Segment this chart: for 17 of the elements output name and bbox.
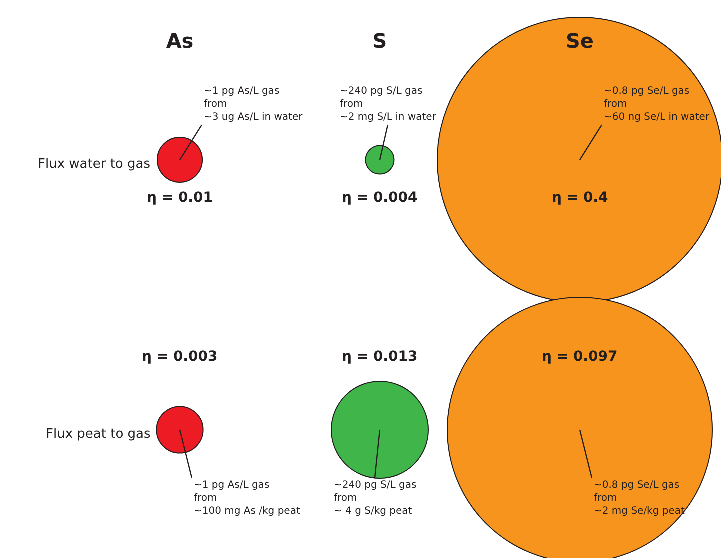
data-label: η = 0.01 xyxy=(147,190,213,206)
text: ~1 pg As/L gas from ~3 ug As/L in water xyxy=(204,86,304,123)
category-label: Se xyxy=(566,29,594,54)
text: ~0.8 pg Se/L gas from ~2 mg Se/kg peat xyxy=(594,480,685,517)
category-label: S xyxy=(372,29,388,54)
text: ~240 pg S/L gas from ~2 mg S/L in water xyxy=(340,86,438,123)
data-label: η = 0.003 xyxy=(142,349,218,365)
text: Flux water to gas xyxy=(38,157,151,172)
data-label: η = 0.013 xyxy=(342,349,418,365)
text: Flux peat to gas xyxy=(46,427,151,442)
data-label: η = 0.097 xyxy=(542,349,618,365)
text: ~0.8 pg Se/L gas from ~60 ng Se/L in water xyxy=(604,86,710,123)
category-label: As xyxy=(166,29,194,54)
data-label: η = 0.004 xyxy=(342,190,418,206)
text: ~1 pg As/L gas from ~100 mg As /kg peat xyxy=(194,480,300,517)
data-label: η = 0.4 xyxy=(552,190,609,206)
text: ~240 pg S/L gas from ~ 4 g S/kg peat xyxy=(334,480,417,517)
